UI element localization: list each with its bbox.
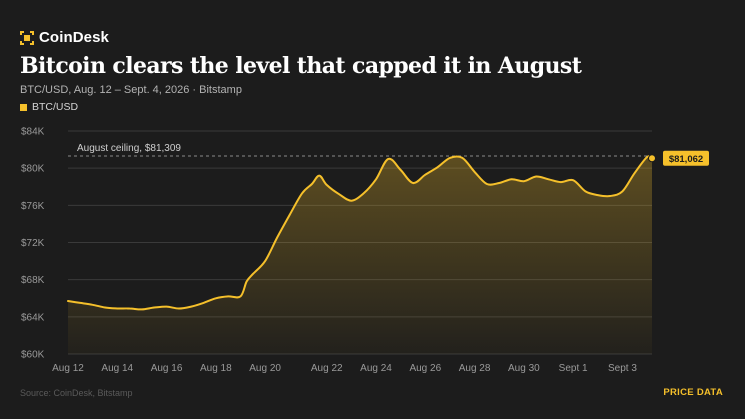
y-tick-label: $76K: [21, 201, 45, 212]
x-tick-label: Sept 3: [608, 363, 637, 374]
source-note: Source: CoinDesk, Bitstamp: [20, 388, 133, 398]
last-price-badge: [663, 150, 709, 166]
price-line: [67, 155, 653, 311]
y-tick-label: $64K: [21, 312, 45, 323]
chart-subtitle: BTC/USD, Aug. 12 – Sept. 4, 2026 · Bitst…: [20, 84, 242, 96]
legend-label: BTC/USD: [32, 101, 79, 113]
ceiling-label: August ceiling, $81,309: [77, 143, 181, 154]
x-tick-label: Aug 16: [151, 363, 183, 374]
y-tick-label: $80K: [21, 164, 45, 175]
x-tick-label: Aug 12: [52, 363, 84, 374]
legend: BTC/USD: [20, 101, 78, 113]
chart-title: Bitcoin clears the level that capped it …: [20, 53, 582, 79]
x-tick-label: Aug 18: [200, 363, 232, 374]
price-area: [68, 156, 652, 354]
brand-name: CoinDesk: [39, 29, 109, 46]
legend-swatch: [20, 103, 27, 111]
coindesk-logo-icon: [20, 30, 34, 45]
brand: CoinDesk: [20, 29, 109, 46]
x-tick-label: Aug 24: [360, 363, 392, 374]
x-tick-label: Aug 28: [459, 363, 491, 374]
y-tick-label: $68K: [21, 275, 45, 286]
y-tick-label: $60K: [21, 350, 45, 361]
x-tick-label: Aug 26: [409, 363, 441, 374]
last-price-label: $81,062: [669, 154, 703, 165]
last-price-dot: [648, 154, 656, 163]
x-tick-label: Aug 14: [101, 363, 133, 374]
x-tick-label: Sept 1: [559, 363, 588, 374]
x-tick-label: Aug 30: [508, 363, 540, 374]
x-tick-label: Aug 22: [311, 363, 343, 374]
x-tick-label: Aug 20: [249, 363, 281, 374]
y-tick-label: $84K: [21, 127, 45, 138]
price-data-link[interactable]: PRICE DATA: [663, 387, 723, 398]
y-tick-label: $72K: [21, 238, 45, 249]
